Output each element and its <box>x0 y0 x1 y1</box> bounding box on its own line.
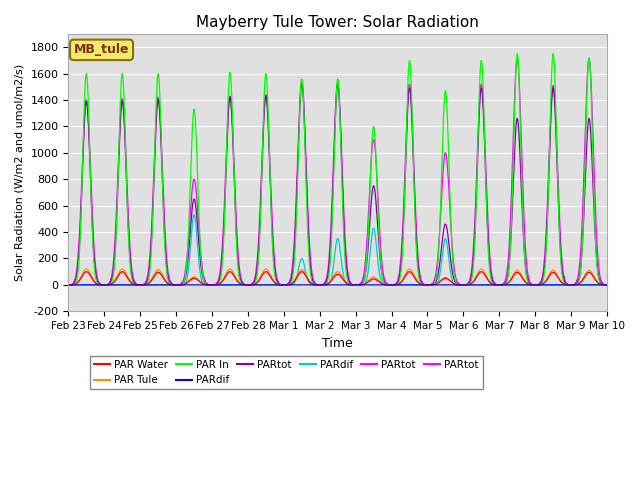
PAR Tule <box>65 282 72 288</box>
PAR In <box>602 282 610 288</box>
Y-axis label: Solar Radiation (W/m2 and umol/m2/s): Solar Radiation (W/m2 and umol/m2/s) <box>15 64 25 281</box>
PARdif <box>596 282 604 288</box>
PARtot <box>603 282 611 288</box>
PAR Tule <box>548 268 556 274</box>
PARtot <box>408 116 416 121</box>
Legend: PAR Water, PAR Tule, PAR In, PARdif, PARtot, PARdif, PARtot, PARtot: PAR Water, PAR Tule, PAR In, PARdif, PAR… <box>90 356 483 389</box>
PAR In <box>603 282 611 288</box>
PARtot <box>548 98 556 104</box>
PARdif <box>65 282 72 288</box>
PAR Tule <box>83 266 90 272</box>
PAR In <box>549 51 557 57</box>
Line: PAR Tule: PAR Tule <box>68 269 607 285</box>
PARdif <box>603 282 611 288</box>
PARdif <box>408 282 416 288</box>
PAR In <box>408 109 416 115</box>
PARtot <box>602 282 610 288</box>
PARdif <box>460 282 468 288</box>
Line: PAR In: PAR In <box>68 54 607 285</box>
PARdif <box>602 282 610 288</box>
PARdif <box>596 282 604 288</box>
Line: PARdif: PARdif <box>68 215 607 285</box>
PARtot <box>532 282 540 288</box>
PAR Tule <box>532 282 540 288</box>
PARtot <box>532 282 540 288</box>
PAR Water <box>596 281 604 287</box>
PAR Water <box>83 269 90 275</box>
PARdif <box>307 281 314 287</box>
PAR Tule <box>408 268 416 274</box>
PAR Tule <box>603 282 611 288</box>
PARtot <box>596 272 604 277</box>
PAR Water <box>603 282 611 288</box>
Title: Mayberry Tule Tower: Solar Radiation: Mayberry Tule Tower: Solar Radiation <box>196 15 479 30</box>
PARtot <box>585 56 593 62</box>
PAR In <box>65 282 72 288</box>
PARtot <box>65 282 72 288</box>
Line: PARtot: PARtot <box>68 59 607 286</box>
PARdif <box>408 282 416 288</box>
PAR In <box>596 279 604 285</box>
PAR Tule <box>596 281 604 287</box>
PAR Tule <box>602 282 610 288</box>
PARtot <box>307 265 314 271</box>
PAR Water <box>408 271 416 276</box>
PARdif <box>602 282 610 288</box>
PARtot <box>548 103 556 109</box>
PAR Water <box>65 282 72 288</box>
PARdif <box>532 282 540 288</box>
PARdif <box>190 212 198 218</box>
PARtot <box>603 282 611 288</box>
PAR In <box>307 272 314 277</box>
PAR Water <box>532 282 540 288</box>
PARdif <box>532 282 540 288</box>
PAR Water <box>602 282 610 288</box>
PAR In <box>548 77 556 83</box>
PARtot <box>173 283 180 288</box>
PARdif <box>548 282 556 288</box>
PAR Tule <box>307 279 314 285</box>
PARtot <box>65 282 72 288</box>
PARdif <box>307 282 314 288</box>
PARtot <box>298 81 306 87</box>
Line: PARtot: PARtot <box>68 84 607 285</box>
PARdif <box>548 282 556 288</box>
PAR In <box>532 282 540 288</box>
PARtot <box>602 282 610 288</box>
PARtot <box>596 277 604 283</box>
PAR Water <box>307 280 314 286</box>
PARdif <box>603 282 611 288</box>
PARdif <box>65 282 72 288</box>
Line: PAR Water: PAR Water <box>68 272 607 285</box>
PARtot <box>307 257 314 263</box>
PAR Water <box>548 270 556 276</box>
X-axis label: Time: Time <box>323 336 353 349</box>
PARtot <box>408 125 416 131</box>
Text: MB_tule: MB_tule <box>74 43 129 56</box>
